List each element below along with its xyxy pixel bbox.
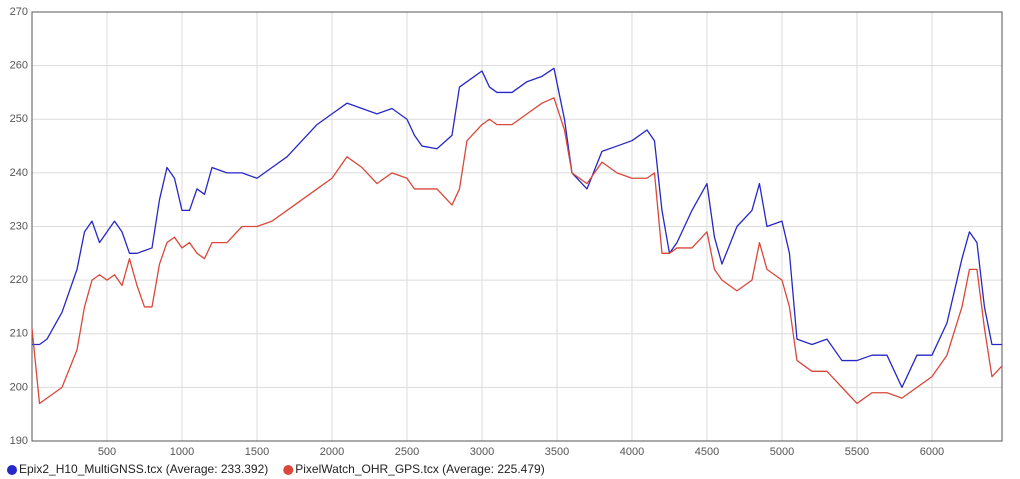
y-tick-label: 210 xyxy=(10,328,28,340)
x-tick-label: 5000 xyxy=(770,446,794,458)
series-line xyxy=(32,67,1002,389)
y-tick-label: 260 xyxy=(10,60,28,72)
y-tick-label: 270 xyxy=(10,6,28,18)
x-tick-label: 1500 xyxy=(245,446,269,458)
x-tick-label: 1000 xyxy=(170,446,194,458)
y-tick-label: 250 xyxy=(10,113,28,125)
legend-marker xyxy=(7,465,17,475)
legend-label: PixelWatch_OHR_GPS.tcx (Average: 225.479… xyxy=(295,462,544,476)
x-tick-label: 5500 xyxy=(845,446,869,458)
y-tick-label: 230 xyxy=(10,220,28,232)
x-tick-label: 2000 xyxy=(320,446,344,458)
x-tick-label: 500 xyxy=(98,446,116,458)
x-tick-label: 3000 xyxy=(470,446,494,458)
plot-frame xyxy=(31,11,1003,442)
x-tick-label: 4000 xyxy=(620,446,644,458)
y-tick-label: 240 xyxy=(10,167,28,179)
series-line xyxy=(31,97,1003,405)
x-tick-label: 6000 xyxy=(920,446,944,458)
x-tick-label: 3500 xyxy=(545,446,569,458)
x-tick-label: 2500 xyxy=(395,446,419,458)
x-tick-label: 4500 xyxy=(695,446,719,458)
legend-label: Epix2_H10_MultiGNSS.tcx (Average: 233.39… xyxy=(19,462,268,476)
y-tick-label: 190 xyxy=(10,435,28,447)
y-tick-label: 220 xyxy=(10,274,28,286)
legend-marker xyxy=(283,465,294,475)
y-tick-label: 200 xyxy=(10,381,28,393)
